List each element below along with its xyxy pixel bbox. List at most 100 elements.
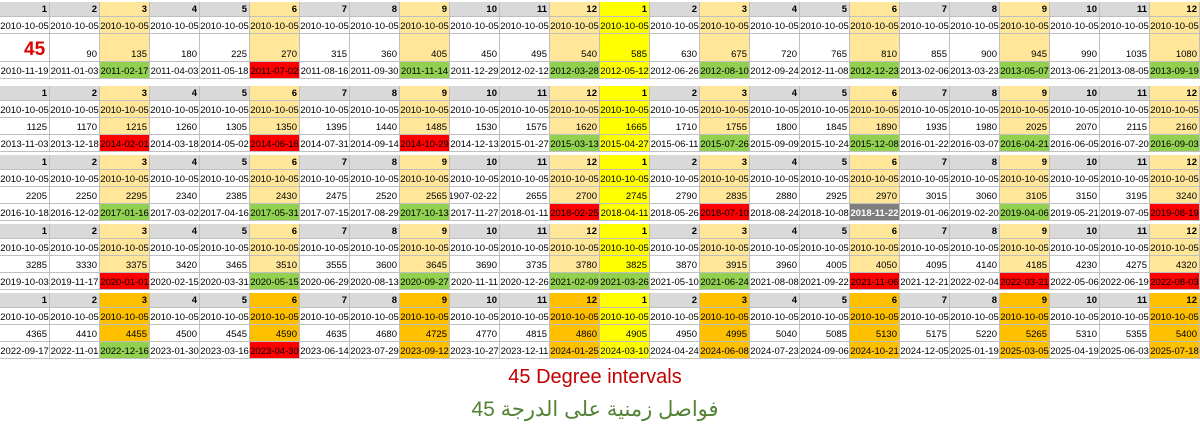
target-date: 2025-06-03 bbox=[1100, 342, 1150, 359]
column-number: 11 bbox=[1100, 293, 1150, 308]
base-date: 2010-10-05 bbox=[350, 308, 400, 325]
target-date: 2013-02-06 bbox=[900, 62, 950, 79]
column-number: 5 bbox=[200, 155, 250, 170]
target-date: 2022-09-17 bbox=[0, 342, 50, 359]
target-date: 2016-03-07 bbox=[950, 135, 1000, 152]
column-number: 10 bbox=[450, 86, 500, 101]
column-number: 11 bbox=[500, 293, 550, 308]
degree-value: 1890 bbox=[850, 118, 900, 135]
column-number: 12 bbox=[550, 2, 600, 17]
degree-value: 1035 bbox=[1100, 34, 1150, 62]
target-date: 2014-03-18 bbox=[150, 135, 200, 152]
target-date: 2015-07-26 bbox=[700, 135, 750, 152]
column-number: 2 bbox=[50, 293, 100, 308]
base-date: 2010-10-05 bbox=[1100, 17, 1150, 34]
degree-value: 1440 bbox=[350, 118, 400, 135]
target-date: 2019-02-20 bbox=[950, 204, 1000, 221]
column-number: 9 bbox=[400, 224, 450, 239]
base-date: 2010-10-05 bbox=[700, 170, 750, 187]
target-date: 2020-08-13 bbox=[350, 273, 400, 290]
degree-value: 5130 bbox=[850, 325, 900, 342]
target-date: 2012-11-08 bbox=[800, 62, 850, 79]
column-number: 5 bbox=[800, 224, 850, 239]
base-date: 2010-10-05 bbox=[50, 308, 100, 325]
target-date: 2014-09-14 bbox=[350, 135, 400, 152]
column-number: 4 bbox=[750, 293, 800, 308]
target-date: 2016-04-21 bbox=[1000, 135, 1050, 152]
target-date: 2012-05-12 bbox=[600, 62, 650, 79]
column-number: 7 bbox=[900, 224, 950, 239]
target-date: 2011-07-02 bbox=[250, 62, 300, 79]
base-date: 2010-10-05 bbox=[700, 17, 750, 34]
target-date: 2019-10-03 bbox=[0, 273, 50, 290]
column-number: 12 bbox=[550, 293, 600, 308]
target-date: 2025-07-18 bbox=[1150, 342, 1200, 359]
base-date: 2010-10-05 bbox=[450, 170, 500, 187]
degree-value: 4950 bbox=[650, 325, 700, 342]
target-date: 2013-06-21 bbox=[1050, 62, 1100, 79]
base-date: 2010-10-05 bbox=[150, 101, 200, 118]
target-date: 2018-07-10 bbox=[700, 204, 750, 221]
column-number: 6 bbox=[850, 224, 900, 239]
degree-value: 1935 bbox=[900, 118, 950, 135]
target-date: 2014-07-31 bbox=[300, 135, 350, 152]
base-date: 2010-10-05 bbox=[500, 239, 550, 256]
target-date: 2017-03-02 bbox=[150, 204, 200, 221]
degree-value: 315 bbox=[300, 34, 350, 62]
degree-value: 3510 bbox=[250, 256, 300, 273]
target-date: 2023-12-11 bbox=[500, 342, 550, 359]
base-date: 2010-10-05 bbox=[1150, 17, 1200, 34]
base-date: 2010-10-05 bbox=[500, 308, 550, 325]
base-date: 2010-10-05 bbox=[700, 101, 750, 118]
column-number: 5 bbox=[200, 2, 250, 17]
column-number: 9 bbox=[1000, 224, 1050, 239]
base-date: 2010-10-05 bbox=[250, 170, 300, 187]
degree-value: 3420 bbox=[150, 256, 200, 273]
degree-value: 4050 bbox=[850, 256, 900, 273]
column-number: 4 bbox=[750, 155, 800, 170]
degree-value: 1800 bbox=[750, 118, 800, 135]
degree-value: 3555 bbox=[300, 256, 350, 273]
base-date: 2010-10-05 bbox=[800, 101, 850, 118]
base-date: 2010-10-05 bbox=[750, 239, 800, 256]
degree-value: 765 bbox=[800, 34, 850, 62]
base-date: 2010-10-05 bbox=[1100, 101, 1150, 118]
target-date: 2014-02-01 bbox=[100, 135, 150, 152]
base-date: 2010-10-05 bbox=[550, 170, 600, 187]
degree-value: 4275 bbox=[1100, 256, 1150, 273]
target-date: 2015-06-11 bbox=[650, 135, 700, 152]
target-date: 2020-02-15 bbox=[150, 273, 200, 290]
target-date: 2016-06-05 bbox=[1050, 135, 1100, 152]
base-date: 2010-10-05 bbox=[450, 239, 500, 256]
column-number: 11 bbox=[1100, 2, 1150, 17]
column-number: 12 bbox=[1150, 2, 1200, 17]
column-number: 4 bbox=[750, 2, 800, 17]
column-number: 2 bbox=[650, 2, 700, 17]
target-date: 2024-03-10 bbox=[600, 342, 650, 359]
base-date: 2010-10-05 bbox=[400, 17, 450, 34]
degree-value: 2385 bbox=[200, 187, 250, 204]
target-date: 2011-12-29 bbox=[450, 62, 500, 79]
column-number: 10 bbox=[450, 224, 500, 239]
degree-value: 3645 bbox=[400, 256, 450, 273]
degree-value: 3195 bbox=[1100, 187, 1150, 204]
column-number: 12 bbox=[1150, 86, 1200, 101]
target-date: 2024-10-21 bbox=[850, 342, 900, 359]
degree-value: 1170 bbox=[50, 118, 100, 135]
base-date: 2010-10-05 bbox=[1150, 308, 1200, 325]
target-date: 2024-12-05 bbox=[900, 342, 950, 359]
target-date: 2017-07-15 bbox=[300, 204, 350, 221]
degree-value: 3600 bbox=[350, 256, 400, 273]
degree-value: 2925 bbox=[800, 187, 850, 204]
target-date: 2023-06-14 bbox=[300, 342, 350, 359]
degree-value: 2070 bbox=[1050, 118, 1100, 135]
degree-value: 900 bbox=[950, 34, 1000, 62]
column-number: 1 bbox=[0, 86, 50, 101]
base-date: 2010-10-05 bbox=[1150, 101, 1200, 118]
column-number: 11 bbox=[1100, 224, 1150, 239]
column-number: 3 bbox=[700, 224, 750, 239]
column-number: 10 bbox=[1050, 224, 1100, 239]
degree-value: 5265 bbox=[1000, 325, 1050, 342]
degree-value: 5040 bbox=[750, 325, 800, 342]
